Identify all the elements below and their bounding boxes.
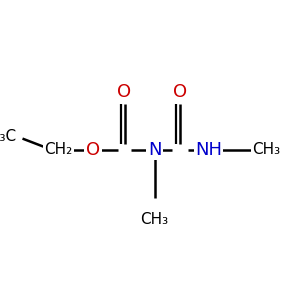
Text: O: O — [173, 82, 187, 100]
Text: CH₂: CH₂ — [44, 142, 73, 158]
Text: NH: NH — [195, 141, 222, 159]
Text: CH₃: CH₃ — [140, 212, 169, 226]
Text: O: O — [86, 141, 100, 159]
Text: N: N — [148, 141, 161, 159]
Text: O: O — [117, 82, 132, 100]
Text: CH₃: CH₃ — [252, 142, 280, 158]
Text: H₃C: H₃C — [0, 129, 16, 144]
